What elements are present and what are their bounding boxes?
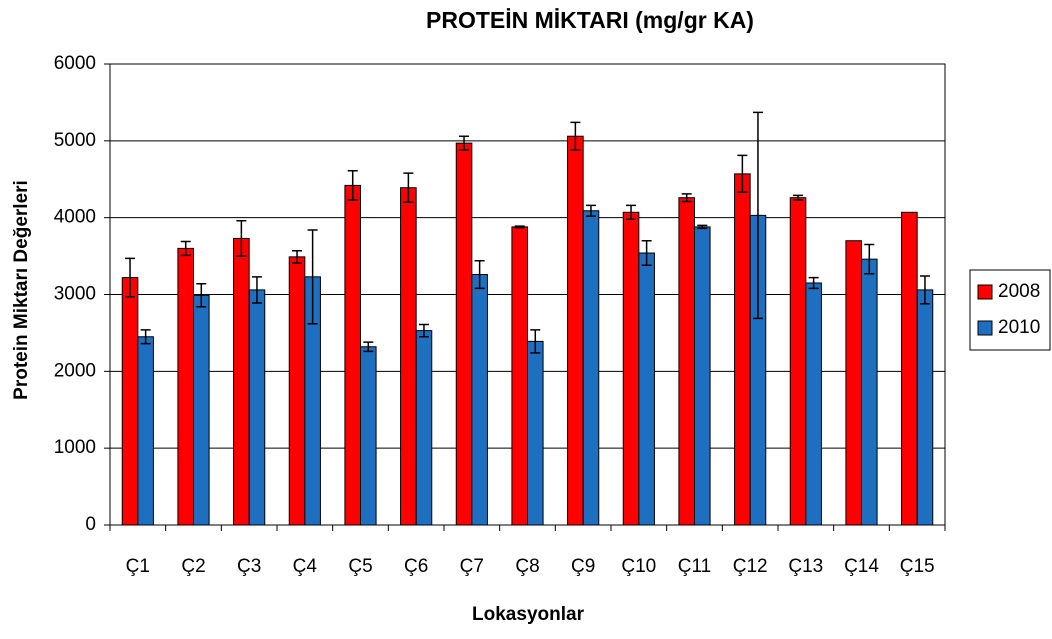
error-bar xyxy=(125,257,136,298)
x-axis-label: Lokasyonlar xyxy=(472,604,585,625)
x-tick-label: Ç13 xyxy=(788,556,823,577)
error-bar xyxy=(251,276,262,304)
y-tick-label: 0 xyxy=(85,514,96,535)
error-bar xyxy=(196,282,207,308)
x-tick-label: Ç5 xyxy=(348,556,372,577)
y-tick-label: 6000 xyxy=(54,53,96,74)
bar xyxy=(288,256,306,526)
bar xyxy=(789,197,807,526)
bar xyxy=(638,252,655,526)
error-bar xyxy=(180,240,191,257)
bar xyxy=(455,142,473,526)
bar xyxy=(901,211,918,526)
x-tick-label: Ç12 xyxy=(733,556,768,577)
bar xyxy=(916,289,934,526)
y-tick-label: 3000 xyxy=(54,284,96,305)
error-bar xyxy=(641,239,652,267)
y-tick-label: 4000 xyxy=(54,207,96,228)
error-bar xyxy=(752,111,763,320)
error-bar xyxy=(236,219,247,257)
y-tick-label: 2000 xyxy=(54,360,96,381)
bar xyxy=(582,210,600,526)
error-bar xyxy=(808,276,819,290)
legend-label: 2008 xyxy=(998,281,1040,302)
error-bar xyxy=(737,154,748,194)
error-bar xyxy=(697,224,708,230)
error-bar xyxy=(292,249,303,264)
error-bar xyxy=(681,193,692,203)
legend-box xyxy=(969,269,1051,351)
bar xyxy=(344,184,361,526)
chart-title: PROTEİN MİKTARI (mg/gr KA) xyxy=(426,7,754,33)
bar xyxy=(193,294,210,526)
bar xyxy=(861,258,878,526)
error-bar xyxy=(530,329,541,354)
y-tick-label: 5000 xyxy=(54,130,96,151)
bar xyxy=(805,282,822,526)
bar xyxy=(137,336,154,526)
legend-label: 2010 xyxy=(998,317,1040,338)
x-tick-label: Ç3 xyxy=(237,556,261,577)
error-bar xyxy=(585,204,596,217)
y-tick-label: 1000 xyxy=(54,437,96,458)
error-bar xyxy=(919,275,930,305)
error-bar xyxy=(626,204,637,220)
x-tick-label: Ç8 xyxy=(515,556,539,577)
bar xyxy=(694,226,711,526)
bar xyxy=(511,226,528,526)
x-tick-label: Ç2 xyxy=(181,556,205,577)
x-tick-label: Ç1 xyxy=(126,556,150,577)
x-tick-label: Ç7 xyxy=(460,556,484,577)
bar xyxy=(360,346,377,526)
bar xyxy=(567,135,584,526)
bar xyxy=(248,289,266,526)
bar xyxy=(400,187,417,526)
error-bar xyxy=(418,323,429,338)
x-tick-label: Ç10 xyxy=(621,556,656,577)
x-tick-label: Ç6 xyxy=(404,556,428,577)
x-tick-label: Ç11 xyxy=(678,556,711,577)
x-tick-label: Ç4 xyxy=(293,556,318,577)
error-bar xyxy=(403,172,414,204)
bar xyxy=(622,211,640,526)
bar xyxy=(415,330,433,526)
legend-swatch xyxy=(977,320,993,336)
bar xyxy=(527,340,544,526)
error-bar xyxy=(459,135,470,151)
bar xyxy=(177,247,194,526)
bar xyxy=(678,197,695,526)
error-bar xyxy=(793,194,804,201)
error-bar xyxy=(570,121,581,151)
x-tick-label: Ç15 xyxy=(900,556,935,577)
error-bar xyxy=(864,243,875,275)
error-bar xyxy=(347,170,358,201)
error-bar xyxy=(307,229,318,325)
bar xyxy=(233,237,250,526)
error-bar xyxy=(514,225,525,229)
x-tick-label: Ç14 xyxy=(844,556,879,577)
error-bar xyxy=(474,259,485,290)
error-bar xyxy=(363,341,374,353)
bar xyxy=(734,173,751,526)
error-bar xyxy=(140,329,151,345)
y-axis-label: Protein Miktarı Değerleri xyxy=(11,180,32,400)
bar xyxy=(845,240,862,526)
bar xyxy=(121,277,139,526)
bar xyxy=(471,274,488,526)
x-tick-label: Ç9 xyxy=(571,556,595,577)
legend-swatch xyxy=(977,284,993,300)
